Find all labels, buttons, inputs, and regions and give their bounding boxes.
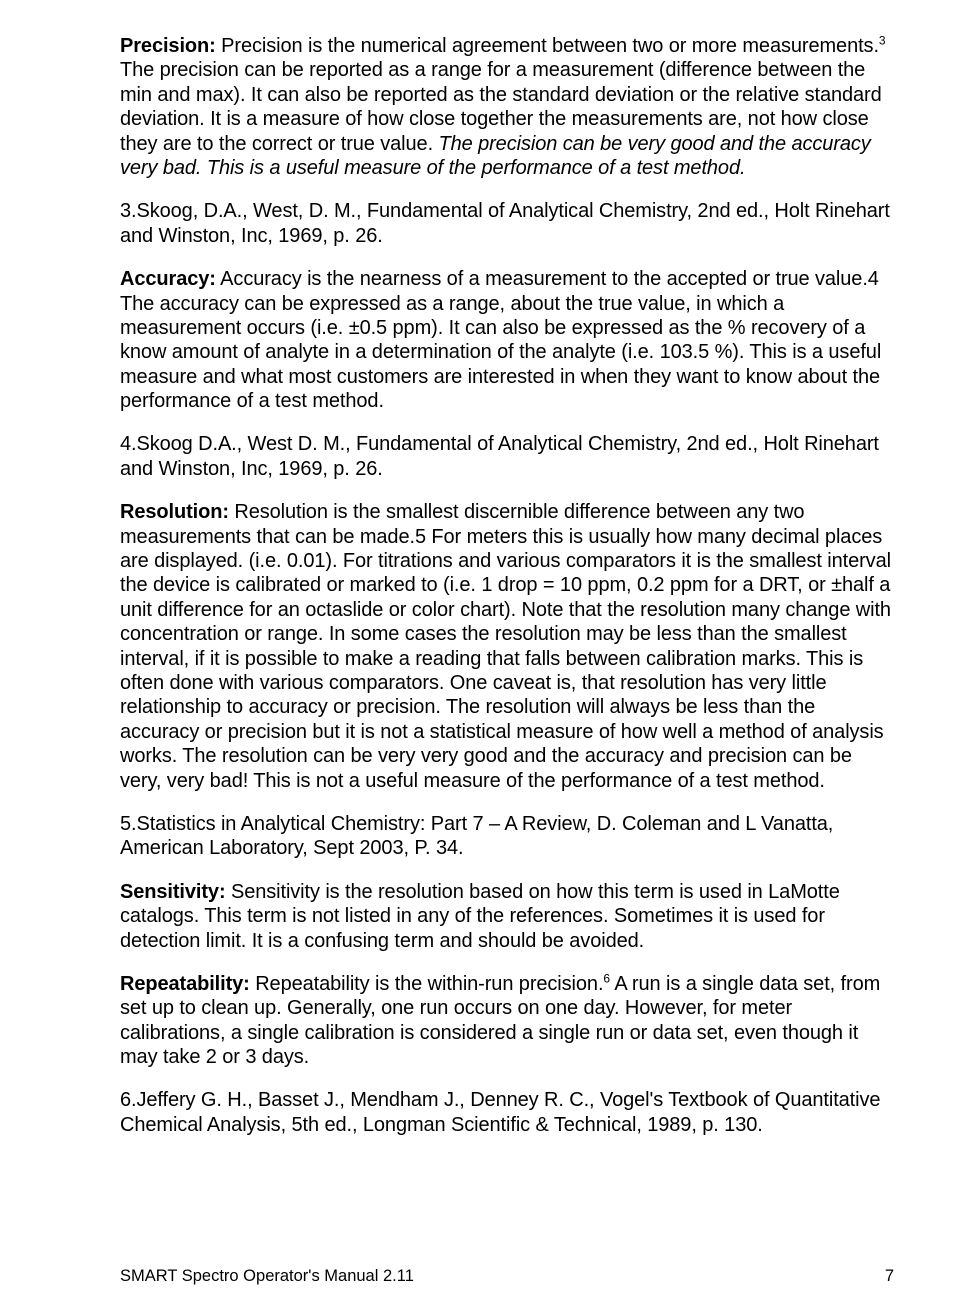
definition-sensitivity: Sensitivity: Sensitivity is the resoluti… xyxy=(120,880,894,953)
reference-4: 4.Skoog D.A., West D. M., Fundamental of… xyxy=(120,432,894,481)
term-label: Resolution: xyxy=(120,501,229,523)
page-footer: SMART Spectro Operator's Manual 2.11 7 xyxy=(120,1267,894,1286)
term-label: Repeatability: xyxy=(120,973,250,995)
body-text-pre: Repeatability is the within-run precisio… xyxy=(250,973,604,995)
reference-text: 4.Skoog D.A., West D. M., Fundamental of… xyxy=(120,433,879,479)
definition-resolution: Resolution: Resolution is the smallest d… xyxy=(120,500,894,793)
body-text: Resolution is the smallest discernible d… xyxy=(120,501,891,791)
reference-5: 5.Statistics in Analytical Chemistry: Pa… xyxy=(120,812,894,861)
reference-3: 3.Skoog, D.A., West, D. M., Fundamental … xyxy=(120,199,894,248)
body-text: Sensitivity is the resolution based on h… xyxy=(120,881,840,952)
body-text: Accuracy is the nearness of a measuremen… xyxy=(120,268,881,412)
reference-text: 5.Statistics in Analytical Chemistry: Pa… xyxy=(120,813,833,859)
reference-text: 3.Skoog, D.A., West, D. M., Fundamental … xyxy=(120,200,890,246)
footnote-sup: 6 xyxy=(603,971,610,985)
definition-repeatability: Repeatability: Repeatability is the with… xyxy=(120,972,894,1070)
reference-text: 6.Jeffery G. H., Basset J., Mendham J., … xyxy=(120,1089,880,1135)
reference-6: 6.Jeffery G. H., Basset J., Mendham J., … xyxy=(120,1088,894,1137)
footnote-sup: 3 xyxy=(879,33,886,47)
page-number: 7 xyxy=(885,1267,894,1286)
definition-precision: Precision: Precision is the numerical ag… xyxy=(120,34,894,180)
body-text-pre: Precision is the numerical agreement bet… xyxy=(216,35,879,57)
term-label: Precision: xyxy=(120,35,216,57)
term-label: Sensitivity: xyxy=(120,881,226,903)
term-label: Accuracy: xyxy=(120,268,216,290)
footer-title: SMART Spectro Operator's Manual 2.11 xyxy=(120,1267,414,1286)
definition-accuracy: Accuracy: Accuracy is the nearness of a … xyxy=(120,267,894,413)
